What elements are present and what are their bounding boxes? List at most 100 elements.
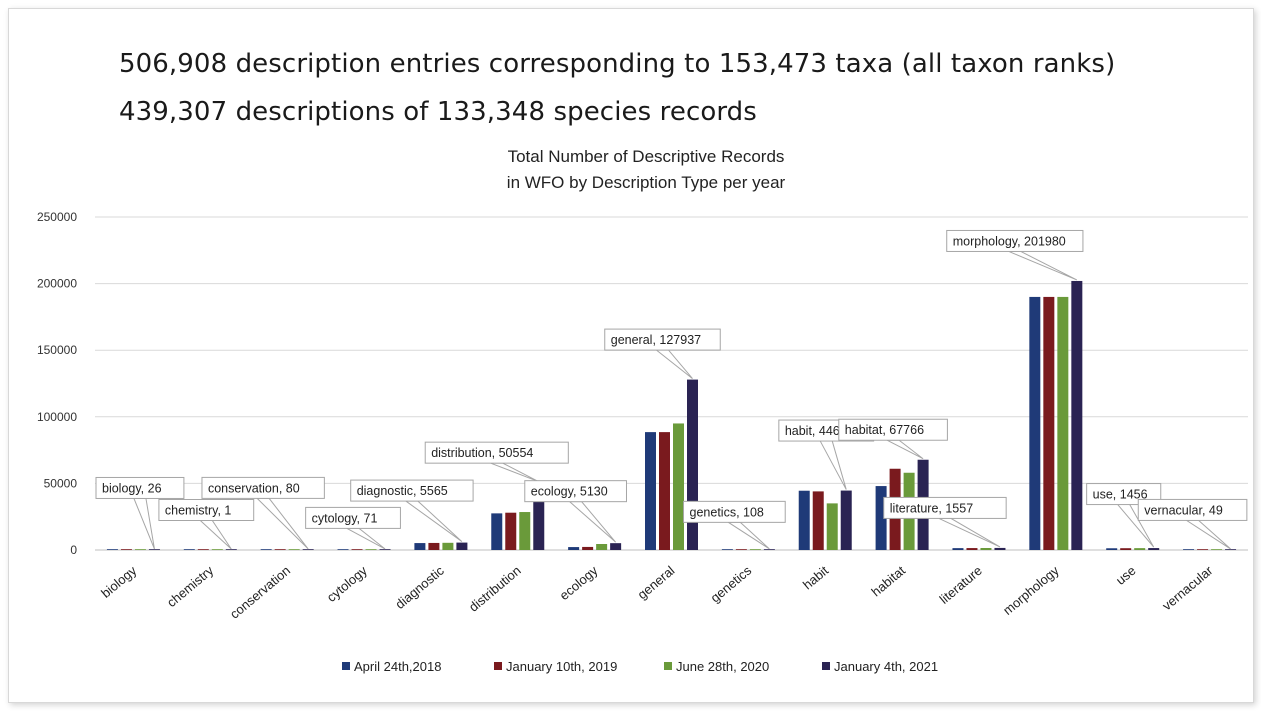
- data-label-literature: literature, 1557: [890, 501, 973, 515]
- callout-box: [201, 476, 325, 499]
- headline-species-descriptions: 439,307 descriptions of 133,348 species …: [119, 97, 757, 127]
- bar-morphology-series-3: [1057, 296, 1069, 550]
- bar-general-series-1: [645, 432, 656, 550]
- chart-title-line: Total Number of Descriptive Records: [508, 147, 785, 166]
- legend-label: June 28th, 2020: [676, 659, 769, 674]
- legend-swatch: [494, 662, 502, 670]
- bar-cytology-series-3: [365, 549, 377, 550]
- callout-pointer: [133, 497, 155, 550]
- bar-morphology-series-4: [1071, 280, 1083, 550]
- bar-literature-series-3: [980, 548, 992, 550]
- x-tick-label: general: [635, 563, 678, 602]
- bar-cytology-series-4: [379, 549, 391, 550]
- bar-diagnostic-series-2: [428, 542, 440, 550]
- bar-ecology-series-3: [596, 544, 608, 550]
- bar-morphology-series-1: [1029, 296, 1041, 550]
- bar-conservation-series-2: [274, 549, 286, 550]
- callout-box: [350, 479, 474, 502]
- callout-box: [158, 498, 255, 521]
- data-label-conservation: conservation, 80: [208, 481, 300, 495]
- x-tick-label: morphology: [1000, 562, 1062, 617]
- bar-general-series-4: [687, 379, 698, 550]
- callout-pointer: [938, 517, 1001, 548]
- data-label-diagnostic: diagnostic, 5565: [357, 484, 448, 498]
- legend-swatch: [664, 662, 672, 670]
- bar-habit-series-4: [840, 490, 852, 550]
- bar-habit-series-1: [798, 490, 810, 550]
- x-tick-label: cytology: [324, 562, 371, 604]
- callout-box: [604, 328, 721, 351]
- callout-pointer: [886, 439, 924, 460]
- x-tick-label: conservation: [227, 563, 293, 622]
- bar-cytology-series-2: [351, 549, 363, 550]
- bar-general-series-3: [673, 423, 684, 550]
- callout-box: [524, 480, 627, 503]
- y-axis: 0 50000 100000 150000 200000 250000: [37, 210, 77, 557]
- callout-pointer: [568, 501, 617, 543]
- data-label-chemistry: chemistry, 1: [165, 503, 231, 517]
- callout-pointer: [199, 519, 232, 550]
- chart-title: Total Number of Descriptive Records in WF…: [507, 147, 786, 192]
- bar-distribution-series-4: [533, 482, 545, 550]
- bar-chemistry-series-1: [183, 549, 195, 550]
- y-tick-label: 150000: [37, 343, 77, 357]
- callout-pointer: [819, 440, 847, 490]
- callout-pointer: [404, 500, 463, 542]
- bar-genetics-series-4: [763, 549, 775, 550]
- x-tick-label: biology: [98, 562, 140, 600]
- bar-conservation-series-4: [302, 549, 314, 550]
- bar-chemistry-series-4: [225, 549, 237, 550]
- callout-box: [883, 496, 1007, 519]
- callout-pointer: [1008, 250, 1078, 281]
- bar-chemistry-series-3: [211, 549, 223, 550]
- bar-ecology-series-1: [568, 547, 580, 550]
- legend-label: January 10th, 2019: [506, 659, 617, 674]
- bar-distribution-series-1: [491, 513, 503, 550]
- y-tick-label: 0: [70, 543, 77, 557]
- callout-box: [424, 441, 569, 464]
- bar-chemistry-series-2: [197, 549, 209, 550]
- bar-ecology-series-4: [610, 543, 622, 550]
- bar-diagnostic-series-4: [456, 542, 468, 550]
- bar-morphology-series-2: [1043, 296, 1055, 550]
- bar-distribution-series-2: [505, 512, 517, 550]
- callout-box: [838, 418, 948, 441]
- bar-habitat-series-1: [875, 486, 887, 550]
- bar-biology-series-3: [134, 549, 146, 550]
- y-tick-label: 100000: [37, 410, 77, 424]
- bar-biology-series-2: [120, 549, 132, 550]
- x-tick-label: habitat: [868, 563, 908, 600]
- x-tick-label: diagnostic: [392, 562, 447, 611]
- bar-ecology-series-2: [582, 546, 594, 550]
- data-label-habit: habit, 44628: [785, 424, 854, 438]
- bar-general-series-2: [659, 432, 670, 550]
- bar-use-series-1: [1106, 548, 1118, 550]
- bar-conservation-series-3: [288, 549, 300, 550]
- bar-biology-series-1: [106, 549, 118, 550]
- bar-literature-series-1: [952, 548, 964, 550]
- x-tick-label: ecology: [557, 562, 601, 603]
- y-tick-label: 200000: [37, 277, 77, 291]
- bar-use-series-3: [1134, 548, 1146, 550]
- callout-box: [305, 506, 401, 529]
- x-axis: biology chemistry conservation cytology diag…: [98, 562, 1216, 621]
- callout-box: [946, 229, 1084, 252]
- x-tick-label: distribution: [466, 563, 524, 615]
- x-tick-label: chemistry: [164, 562, 217, 610]
- x-tick-label: habit: [800, 563, 832, 593]
- x-tick-label: genetics: [708, 562, 755, 605]
- callout-pointer: [255, 497, 309, 550]
- bar-habit-series-3: [826, 503, 838, 550]
- headline-total-entries: 506,908 description entries correspondin…: [119, 49, 1116, 79]
- bar-genetics-series-3: [749, 549, 761, 550]
- legend-label: April 24th,2018: [354, 659, 441, 674]
- data-label-cytology: cytology, 71: [312, 511, 378, 525]
- callout-box: [683, 500, 786, 523]
- callout-pointer: [726, 521, 770, 550]
- data-label-distribution: distribution, 50554: [431, 446, 533, 460]
- x-tick-label: vernacular: [1159, 562, 1216, 613]
- legend-swatch: [822, 662, 830, 670]
- bar-vernacular-series-4: [1225, 549, 1237, 550]
- bar-use-series-2: [1120, 548, 1132, 550]
